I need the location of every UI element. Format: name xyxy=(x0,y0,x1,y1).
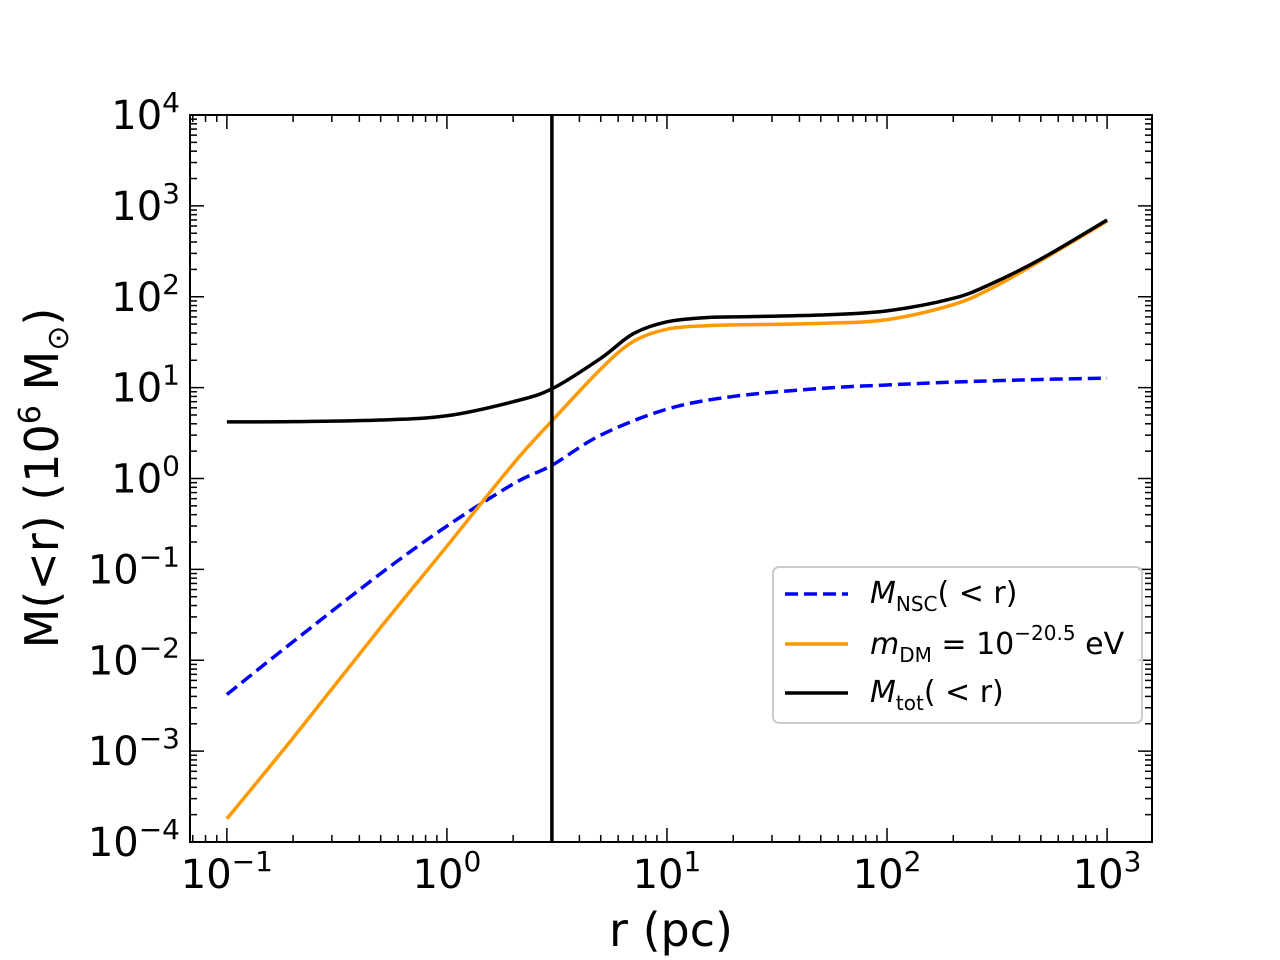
x-tick-label: 101 xyxy=(633,845,702,898)
legend-nsc-subscript: NSC xyxy=(896,592,938,616)
y-axis-label-unit: M xyxy=(15,351,69,405)
series-layer xyxy=(225,218,1108,820)
y-axis-label-power: 6 xyxy=(13,405,48,424)
series-line-1 xyxy=(225,219,1108,820)
y-tick-label: 101 xyxy=(111,359,180,412)
legend-tot-subscript: tot xyxy=(896,691,924,715)
y-tick-label: 100 xyxy=(111,450,180,503)
plot-frame xyxy=(189,114,1153,843)
y-tick-label: 102 xyxy=(111,268,180,321)
y-axis-label-unit-sub: ⊙ xyxy=(41,326,76,351)
series-line-0 xyxy=(225,376,1108,696)
y-tick-label: 10−1 xyxy=(88,540,180,593)
x-tick-label: 103 xyxy=(1073,845,1142,898)
legend-tot-tail: ( < r) xyxy=(924,675,1004,710)
y-tick-label: 103 xyxy=(111,177,180,230)
y-axis-label-suffix: ) xyxy=(15,308,69,326)
legend-label-tot: Mtot( < r) xyxy=(870,675,1004,715)
legend-dm-subscript: DM xyxy=(899,643,932,667)
legend-tot-symbol: M xyxy=(870,675,896,710)
legend-dm-mid: = 10 xyxy=(932,627,1014,662)
y-tick-label: 104 xyxy=(111,86,180,139)
x-tick-label: 100 xyxy=(413,845,482,898)
y-tick-label: 10−4 xyxy=(88,813,180,866)
x-tick-labels: 10−1 100 101 102 103 xyxy=(181,845,1142,898)
series-line-2 xyxy=(226,218,1108,424)
legend: MNSC( < r) mDM = 10−20.5 eV Mtot( < r) xyxy=(772,566,1143,724)
legend-nsc-tail: ( < r) xyxy=(938,576,1018,611)
y-tick-labels: 10−4 10−3 10−2 10−1 100 101 102 103 104 xyxy=(88,86,180,866)
legend-label-nsc: MNSC( < r) xyxy=(870,576,1017,616)
legend-box xyxy=(772,566,1143,724)
legend-label-dm: mDM = 10−20.5 eV xyxy=(870,621,1125,667)
legend-dm-superscript: −20.5 xyxy=(1014,621,1075,645)
y-tick-label: 10−3 xyxy=(88,722,180,775)
y-axis-label: M(<r) (106 M⊙) xyxy=(13,308,76,649)
axis-ticks xyxy=(190,114,1152,843)
x-axis-label: r (pc) xyxy=(609,903,733,957)
y-axis-label-prefix: M(<r) (10 xyxy=(15,424,69,648)
x-tick-label: 102 xyxy=(853,845,922,898)
y-tick-label: 10−2 xyxy=(88,631,180,684)
legend-dm-symbol: m xyxy=(870,627,899,662)
legend-dm-tail: eV xyxy=(1076,627,1125,662)
legend-nsc-symbol: M xyxy=(870,576,896,611)
x-tick-label: 10−1 xyxy=(181,845,273,898)
